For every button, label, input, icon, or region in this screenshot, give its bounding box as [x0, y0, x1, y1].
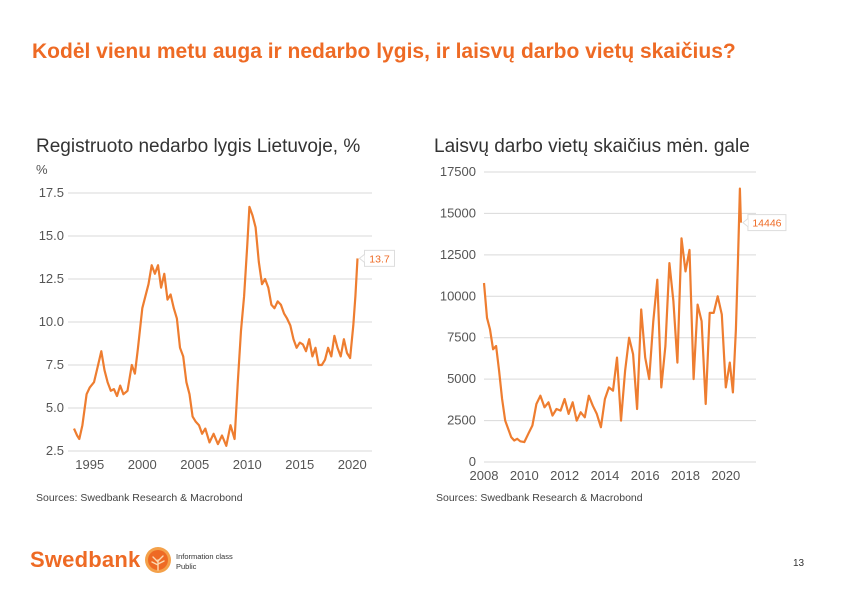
chart-source: Sources: Swedbank Research & Macrobond [36, 492, 243, 504]
last-value-pointer [742, 218, 749, 227]
vacancies-chart: Laisvų darbo vietų skaičius mėn. gale 02… [434, 136, 787, 504]
y-tick-label: 7500 [447, 330, 476, 345]
info-class-label: Information class [176, 552, 233, 561]
y-tick-label: 5.0 [46, 400, 64, 415]
y-tick-label: 17.5 [39, 185, 64, 200]
logo-wordmark: Swedbank [30, 547, 141, 572]
x-tick-label: 2012 [550, 468, 579, 483]
y-tick-label: 10000 [440, 288, 476, 303]
info-class-value: Public [176, 562, 197, 571]
x-tick-label: 2015 [285, 457, 314, 472]
x-tick-label: 2018 [671, 468, 700, 483]
x-tick-label: 2020 [711, 468, 740, 483]
y-tick-label: 5000 [447, 371, 476, 386]
series-line [482, 187, 742, 444]
last-value-label: 14446 [752, 218, 781, 230]
chart-source: Sources: Swedbank Research & Macrobond [436, 492, 643, 504]
slide-title: Kodėl vienu metu auga ir nedarbo lygis, … [32, 40, 736, 63]
y-tick-label: 2.5 [46, 443, 64, 458]
x-tick-label: 2000 [128, 457, 157, 472]
chart-title: Laisvų darbo vietų skaičius mėn. gale [434, 136, 750, 157]
y-tick-label: 2500 [447, 413, 476, 428]
information-class: Information class Public [176, 552, 233, 572]
y-tick-label: 17500 [440, 164, 476, 179]
y-tick-label: 15000 [440, 205, 476, 220]
x-tick-label: 2008 [470, 468, 499, 483]
swedbank-oak-tree-icon [145, 547, 172, 573]
x-tick-label: 2010 [233, 457, 262, 472]
swedbank-logo: Swedbank [30, 546, 172, 574]
x-tick-label: 2020 [338, 457, 367, 472]
unemployment-chart: Registruoto nedarbo lygis Lietuvoje, % %… [36, 136, 395, 504]
x-tick-label: 2010 [510, 468, 539, 483]
y-tick-label: 7.5 [46, 357, 64, 372]
x-tick-label: 1995 [75, 457, 104, 472]
chart-title: Registruoto nedarbo lygis Lietuvoje, % [36, 136, 360, 157]
last-value-label: 13.7 [369, 253, 390, 265]
y-tick-label: 0 [469, 454, 476, 469]
x-tick-label: 2014 [590, 468, 619, 483]
y-tick-label: 10.0 [39, 314, 64, 329]
x-tick-label: 2005 [180, 457, 209, 472]
y-tick-label: 12500 [440, 247, 476, 262]
y-tick-label: 15.0 [39, 228, 64, 243]
x-tick-label: 2016 [631, 468, 660, 483]
last-value-pointer [358, 253, 365, 263]
y-tick-label: 12.5 [39, 271, 64, 286]
page-number: 13 [793, 558, 805, 569]
series-line [72, 205, 359, 447]
y-axis-unit-label: % [36, 162, 48, 177]
